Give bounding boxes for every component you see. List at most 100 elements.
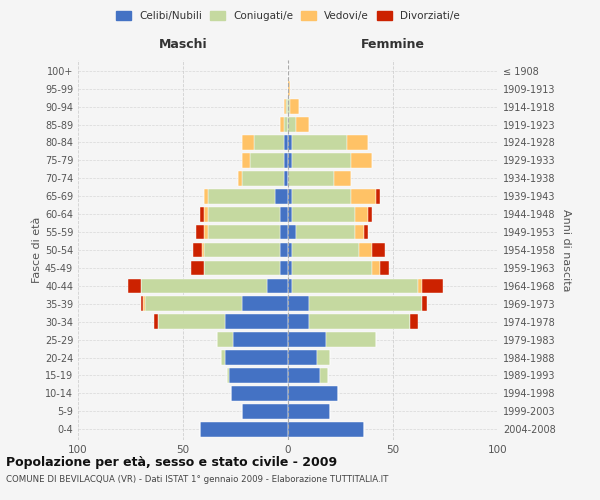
Bar bbox=[309, 314, 410, 329]
Bar bbox=[288, 386, 338, 400]
Bar bbox=[347, 135, 368, 150]
Bar bbox=[410, 314, 418, 329]
Y-axis label: Fasce di età: Fasce di età bbox=[32, 217, 42, 283]
Bar bbox=[275, 189, 288, 204]
Bar bbox=[221, 350, 225, 365]
Bar bbox=[284, 100, 286, 114]
Bar bbox=[351, 189, 376, 204]
Bar bbox=[351, 153, 372, 168]
Bar bbox=[418, 278, 422, 293]
Y-axis label: Anni di nascita: Anni di nascita bbox=[561, 209, 571, 291]
Bar bbox=[154, 314, 158, 329]
Bar bbox=[372, 260, 380, 276]
Bar bbox=[280, 242, 288, 258]
Bar bbox=[288, 242, 292, 258]
Bar bbox=[284, 135, 288, 150]
Bar bbox=[158, 314, 225, 329]
Bar bbox=[288, 135, 292, 150]
Bar bbox=[288, 100, 290, 114]
Bar bbox=[292, 153, 351, 168]
Bar bbox=[208, 224, 280, 240]
Bar bbox=[292, 189, 351, 204]
Bar bbox=[288, 350, 317, 365]
Text: Popolazione per età, sesso e stato civile - 2009: Popolazione per età, sesso e stato civil… bbox=[6, 456, 337, 469]
Bar bbox=[196, 224, 204, 240]
Bar bbox=[208, 207, 280, 222]
Bar bbox=[232, 386, 288, 400]
Bar bbox=[288, 171, 334, 186]
Bar bbox=[280, 260, 288, 276]
Bar bbox=[204, 207, 208, 222]
Bar bbox=[288, 82, 290, 96]
Bar bbox=[225, 314, 288, 329]
Text: Maschi: Maschi bbox=[158, 38, 208, 51]
Bar bbox=[320, 368, 328, 383]
Bar bbox=[141, 278, 267, 293]
Bar bbox=[359, 242, 372, 258]
Bar bbox=[288, 314, 309, 329]
Bar bbox=[286, 100, 288, 114]
Bar bbox=[128, 278, 141, 293]
Bar bbox=[193, 242, 202, 258]
Bar bbox=[284, 117, 288, 132]
Bar bbox=[284, 153, 288, 168]
Bar bbox=[355, 224, 364, 240]
Bar bbox=[288, 278, 292, 293]
Bar bbox=[242, 135, 254, 150]
Bar bbox=[288, 332, 326, 347]
Bar bbox=[288, 296, 309, 311]
Bar bbox=[191, 260, 204, 276]
Bar bbox=[204, 224, 208, 240]
Bar bbox=[288, 368, 320, 383]
Bar bbox=[238, 171, 242, 186]
Bar bbox=[288, 260, 292, 276]
Bar bbox=[364, 224, 368, 240]
Bar bbox=[422, 278, 443, 293]
Bar bbox=[217, 332, 233, 347]
Bar bbox=[280, 117, 284, 132]
Bar bbox=[288, 224, 296, 240]
Bar bbox=[380, 260, 389, 276]
Bar bbox=[288, 189, 292, 204]
Bar bbox=[292, 242, 359, 258]
Bar bbox=[288, 153, 292, 168]
Bar bbox=[376, 189, 380, 204]
Legend: Celibi/Nubili, Coniugati/e, Vedovi/e, Divorziati/e: Celibi/Nubili, Coniugati/e, Vedovi/e, Di… bbox=[113, 8, 463, 24]
Bar bbox=[204, 189, 208, 204]
Bar bbox=[292, 207, 355, 222]
Bar bbox=[334, 171, 351, 186]
Bar bbox=[372, 242, 385, 258]
Bar bbox=[326, 332, 376, 347]
Bar bbox=[292, 260, 372, 276]
Bar bbox=[250, 153, 284, 168]
Bar bbox=[227, 368, 229, 383]
Bar bbox=[242, 296, 288, 311]
Bar bbox=[200, 207, 204, 222]
Bar bbox=[145, 296, 242, 311]
Bar bbox=[288, 422, 364, 436]
Bar bbox=[422, 296, 427, 311]
Bar bbox=[208, 189, 275, 204]
Bar bbox=[317, 350, 330, 365]
Text: COMUNE DI BEVILACQUA (VR) - Dati ISTAT 1° gennaio 2009 - Elaborazione TUTTITALIA: COMUNE DI BEVILACQUA (VR) - Dati ISTAT 1… bbox=[6, 476, 388, 484]
Bar bbox=[242, 153, 250, 168]
Bar bbox=[202, 242, 204, 258]
Bar bbox=[288, 207, 292, 222]
Bar bbox=[254, 135, 284, 150]
Bar bbox=[309, 296, 422, 311]
Text: Femmine: Femmine bbox=[361, 38, 425, 51]
Bar bbox=[229, 368, 288, 383]
Bar bbox=[233, 332, 288, 347]
Bar bbox=[280, 224, 288, 240]
Bar bbox=[200, 422, 288, 436]
Bar bbox=[141, 296, 143, 311]
Bar bbox=[267, 278, 288, 293]
Bar bbox=[355, 207, 368, 222]
Bar bbox=[204, 260, 280, 276]
Bar bbox=[296, 117, 309, 132]
Bar bbox=[292, 135, 347, 150]
Bar bbox=[296, 224, 355, 240]
Bar bbox=[242, 404, 288, 418]
Bar bbox=[292, 278, 418, 293]
Bar bbox=[288, 117, 296, 132]
